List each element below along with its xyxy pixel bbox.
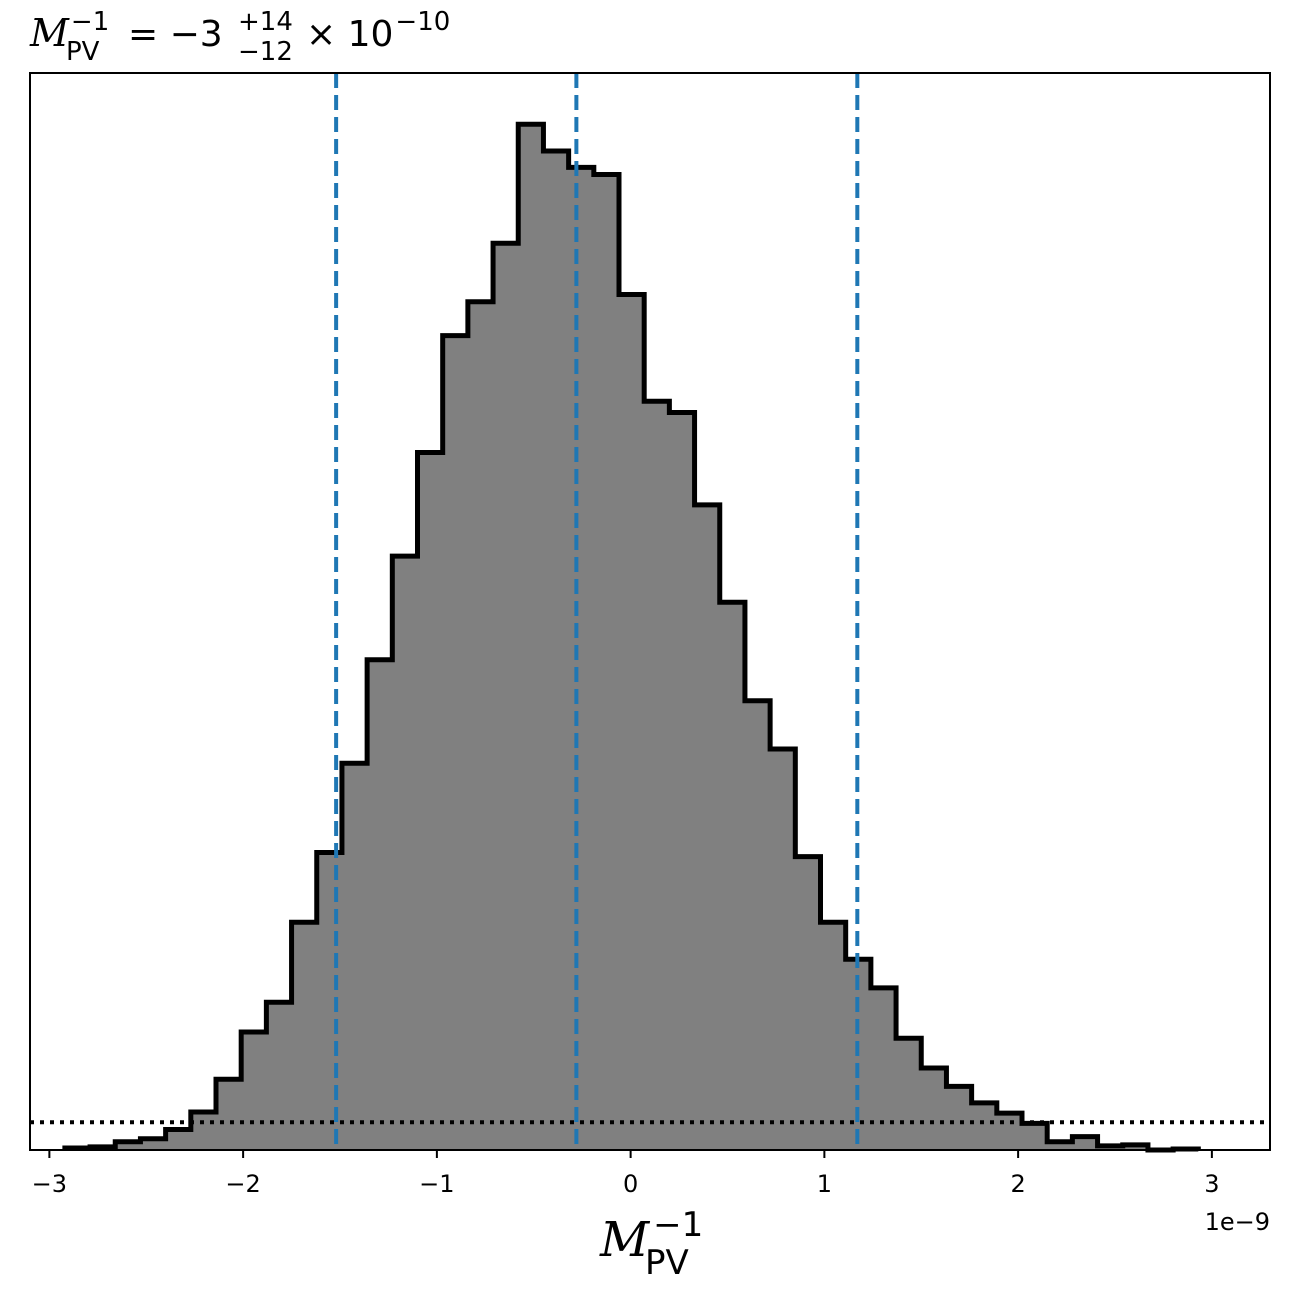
histogram-bar xyxy=(291,922,318,1150)
histogram-bar xyxy=(316,852,343,1150)
histogram-bar xyxy=(241,1032,267,1150)
x-axis: −3 −2 −1 0 1 2 3 xyxy=(32,1150,1220,1198)
x-tick-label: 0 xyxy=(623,1170,638,1198)
histogram-bar xyxy=(216,1079,242,1150)
histogram-bar xyxy=(392,556,418,1150)
x-tick-label: 2 xyxy=(1010,1170,1025,1198)
chart-title: M−1 PV = −3 +14 −12 × 10−10 xyxy=(29,7,450,67)
histogram-bar xyxy=(744,700,771,1150)
histogram-bar xyxy=(946,1086,973,1150)
histogram-bar xyxy=(367,659,393,1150)
histogram-bar xyxy=(1072,1136,1099,1150)
histogram-bar xyxy=(568,167,595,1150)
x-tick-label: 1 xyxy=(817,1170,832,1198)
histogram-bar xyxy=(266,1002,293,1150)
histogram-bar xyxy=(619,294,645,1150)
histogram-bar xyxy=(417,452,444,1150)
histogram-bar xyxy=(795,856,821,1150)
histogram-bar xyxy=(165,1129,192,1150)
histogram-bar xyxy=(820,922,847,1150)
histogram-bar xyxy=(694,504,721,1151)
histogram-bar xyxy=(140,1138,167,1150)
histogram-bar xyxy=(996,1113,1023,1150)
x-axis-label: M −1 PV xyxy=(599,1205,703,1283)
histogram-bar xyxy=(971,1102,998,1150)
x-tick-label: 3 xyxy=(1204,1170,1219,1198)
histogram-bar xyxy=(1122,1144,1149,1150)
histogram-bar xyxy=(1022,1123,1048,1150)
histogram-bar xyxy=(467,301,494,1151)
histogram-bar xyxy=(921,1067,947,1150)
histogram-bar xyxy=(870,987,897,1150)
histogram-bar xyxy=(341,763,368,1150)
histogram-outline xyxy=(62,121,1201,1153)
histogram-bar xyxy=(493,243,519,1151)
histogram-bar xyxy=(770,748,796,1150)
histogram-bar xyxy=(896,1038,922,1150)
histogram-bar xyxy=(669,412,696,1150)
plot-area xyxy=(30,73,1270,1153)
histogram-bar xyxy=(543,150,570,1150)
histogram-bar xyxy=(190,1112,217,1150)
histogram-bar xyxy=(1047,1141,1073,1150)
axes-frame xyxy=(29,72,1271,1151)
x-tick-label: −3 xyxy=(32,1170,67,1198)
histogram-bar xyxy=(518,124,544,1150)
histogram-bar xyxy=(719,602,746,1150)
x-offset-label: 1e−9 xyxy=(1205,1208,1270,1236)
histogram-bar xyxy=(644,401,670,1150)
histogram-bar xyxy=(442,335,469,1150)
histogram-bar xyxy=(115,1141,141,1150)
histogram-bar xyxy=(593,174,620,1150)
x-tick-label: −1 xyxy=(419,1170,454,1198)
x-tick-label: −2 xyxy=(225,1170,260,1198)
